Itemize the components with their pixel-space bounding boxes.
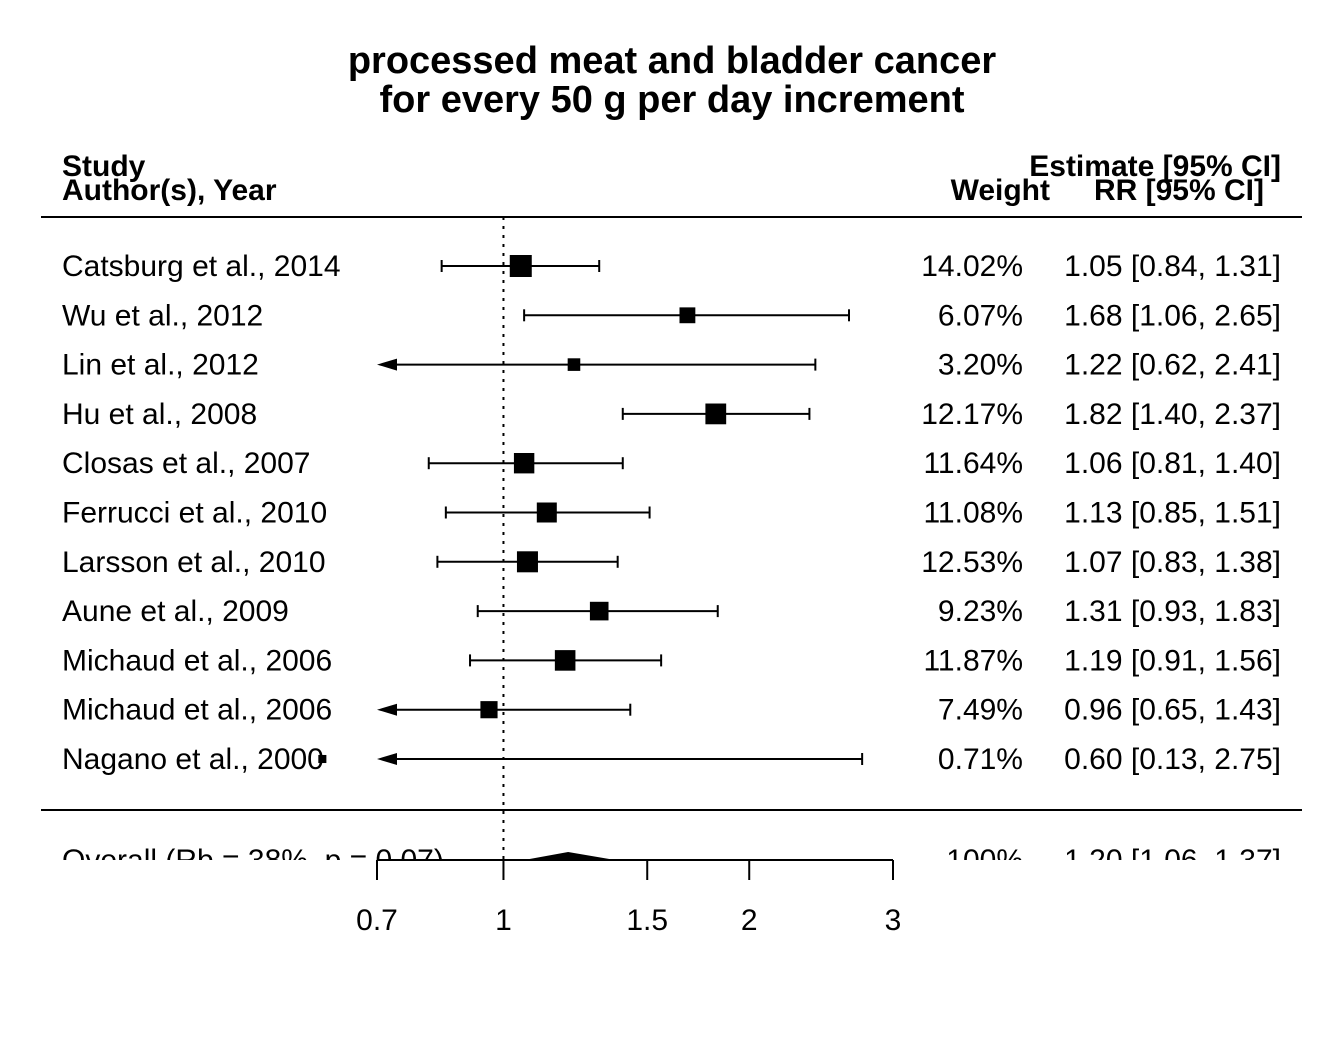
study-row: Lin et al., 2012 3.20% 1.22 [0.62, 2.41] [62,349,1281,382]
overall-weight: 100% [946,844,1023,877]
study-row: Nagano et al., 2000 0.71% 0.60 [0.13, 2.75… [62,743,1281,776]
point-estimate [589,601,609,621]
study-label: Ferrucci et al., 2010 [62,497,327,530]
overall-label: Overall (Rb = 38%, p = 0.07) [62,844,444,877]
study-row: Michaud et al., 2006 11.87% 1.19 [0.91, 1.… [62,644,1281,677]
study-estimate: 0.60 [0.13, 2.75] [1064,743,1281,776]
axis-tick-label: 3 [885,904,902,937]
study-label: Aune et al., 2009 [62,595,289,628]
study-estimate: 1.19 [0.91, 1.56] [1064,644,1281,677]
study-label: Michaud et al., 2006 [62,694,332,727]
study-label: Closas et al., 2007 [62,447,310,480]
axis-background [0,860,1344,1056]
ci-arrow-left [377,358,397,371]
axis-tick-label: 1.5 [626,904,668,937]
point-estimate [516,551,538,573]
overall-estimate: 1.20 [1.06, 1.37] [1064,844,1281,877]
study-weight: 14.02% [921,250,1023,283]
study-label: Wu et al., 2012 [62,299,263,332]
study-weight: 7.49% [938,694,1023,727]
point-estimate [509,255,532,277]
study-estimate: 1.68 [1.06, 2.65] [1064,299,1281,332]
study-estimate: 1.22 [0.62, 2.41] [1064,349,1281,382]
study-estimate: 1.05 [0.84, 1.31] [1064,250,1281,283]
chart-title-line2: for every 50 g per day increment [379,79,964,121]
study-estimate: 0.96 [0.65, 1.43] [1064,694,1281,727]
study-row: Ferrucci et al., 2010 11.08% 1.13 [0.85, 1… [62,497,1281,530]
point-estimate [567,358,581,371]
study-weight: 6.07% [938,299,1023,332]
ci-arrow-left [377,703,397,716]
axis-tick-label: 2 [741,904,758,937]
study-row: Wu et al., 2012 6.07% 1.68 [1.06, 2.65] [62,299,1281,332]
study-weight: 0.71% [938,743,1023,776]
study-weight: 12.53% [921,546,1023,579]
study-row: Larsson et al., 2010 12.53% 1.07 [0.83, 1.… [62,546,1281,579]
study-label: Larsson et al., 2010 [62,546,326,579]
study-row: Catsburg et al., 2014 14.02% 1.05 [0.84, 1… [62,250,1281,283]
ci-arrow-left [377,753,397,765]
study-weight: 11.08% [923,497,1023,530]
point-estimate [513,452,535,474]
header-weight: Weight [951,174,1050,207]
axis-tick-label: 1 [495,904,512,937]
point-estimate [318,754,327,764]
study-weight: 9.23% [938,595,1023,628]
header-estimate-ci: Estimate [95% CI] [1029,150,1281,183]
header-rr-ci: RR [95% CI] [1094,174,1264,207]
header-author-year: Author(s), Year [62,174,277,207]
point-estimate [705,403,727,425]
study-weight: 12.17% [921,398,1023,431]
study-estimate: 1.06 [0.81, 1.40] [1064,447,1281,480]
axis-tick-label: 0.7 [356,904,398,937]
study-weight: 11.87% [923,644,1023,677]
point-estimate [480,701,498,719]
study-estimate: 1.82 [1.40, 2.37] [1064,398,1281,431]
study-label: Michaud et al., 2006 [62,644,332,677]
study-row: Michaud et al., 2006 7.49% 0.96 [0.65, 1.4… [62,694,1281,727]
study-label: Hu et al., 2008 [62,398,257,431]
study-label: Lin et al., 2012 [62,349,259,382]
study-row: Closas et al., 2007 11.64% 1.06 [0.81, 1.4… [62,447,1281,480]
chart-title-line1: processed meat and bladder cancer [348,40,997,82]
point-estimate [679,307,696,324]
study-weight: 3.20% [938,349,1023,382]
header-study: Study [62,150,146,183]
point-estimate [554,650,576,671]
study-estimate: 1.07 [0.83, 1.38] [1064,546,1281,579]
study-estimate: 1.31 [0.93, 1.83] [1064,595,1281,628]
study-estimate: 1.13 [0.85, 1.51] [1064,497,1281,530]
study-row: Hu et al., 2008 12.17% 1.82 [1.40, 2.37] [62,398,1281,431]
study-label: Catsburg et al., 2014 [62,250,341,283]
x-axis: 0.7 1 1.5 2 3 [0,859,1344,1056]
study-row: Aune et al., 2009 9.23% 1.31 [0.93, 1.83] [62,595,1281,628]
study-rows: Catsburg et al., 2014 14.02% 1.05 [0.84, 1… [62,250,1281,776]
summary-diamond [524,852,616,860]
overall-row: Overall (Rb = 38%, p = 0.07) 100% 1.20 [1.… [62,844,1281,877]
point-estimate [536,502,557,523]
study-weight: 11.64% [923,447,1023,480]
study-label: Nagano et al., 2000 [62,743,324,776]
